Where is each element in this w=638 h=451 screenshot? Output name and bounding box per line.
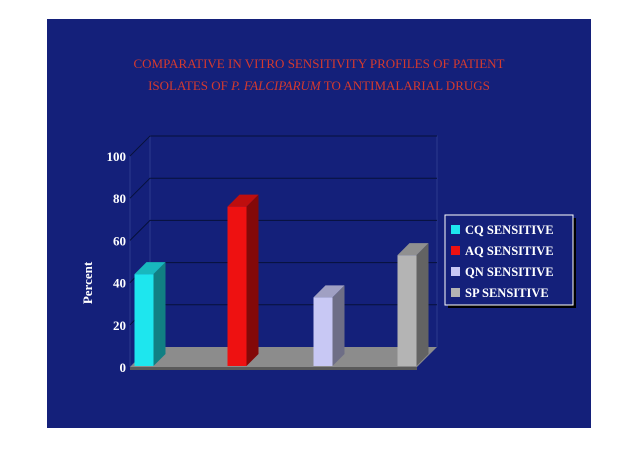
bar-sp [397,243,429,366]
legend-label: CQ SENSITIVE [465,223,554,237]
chart-title-line2: ISOLATES OF P. FALCIPARUM TO ANTIMALARIA… [148,78,490,93]
chart-floor [130,347,437,370]
y-tick-label: 20 [113,318,126,333]
gridlines [129,135,437,326]
legend-swatch [451,267,460,276]
legend-swatch [451,225,460,234]
chart-title-line1: COMPARATIVE IN VITRO SENSITIVITY PROFILE… [133,56,504,71]
floor-top [130,347,437,367]
legend: CQ SENSITIVE AQ SENSITIVE QN SENSITIVE SP S… [444,214,576,308]
slide-background: COMPARATIVE IN VITRO SENSITIVITY PROFILE… [47,19,591,428]
bar-front [313,297,333,366]
y-tick-label: 0 [120,360,127,375]
gridline [129,262,437,283]
bar-side [416,243,429,366]
y-tick-label: 60 [113,233,126,248]
bar-front [134,274,154,366]
bar-side [246,194,259,366]
bar-top [313,285,345,298]
legend-label: SP SENSITIVE [465,286,549,300]
y-axis-ticks: 0 20 40 60 80 100 [107,149,127,375]
y-tick-label: 80 [113,191,126,206]
bar-top [397,243,429,256]
back-wall [150,135,438,347]
plot-walls [129,134,438,368]
bar-chart: COMPARATIVE IN VITRO SENSITIVITY PROFILE… [80,56,576,375]
gridline [129,177,437,199]
legend-swatch [451,288,460,297]
bar-qn [313,285,345,366]
bar-front [397,255,417,366]
bar-top [227,194,259,207]
legend-label: QN SENSITIVE [465,265,554,279]
y-axis-title: Percent [80,261,95,304]
bar-side [332,285,345,366]
bar-top [134,262,166,275]
gridline [129,135,437,157]
bars [134,194,429,366]
gridline [129,219,437,241]
bar-side [153,262,166,366]
bar-aq [227,194,259,366]
bar-cq [134,262,166,366]
legend-box [444,214,574,306]
bar-front [227,206,247,366]
legend-swatch [451,246,460,255]
y-tick-label: 100 [107,149,127,164]
gridline [129,304,437,326]
legend-label: AQ SENSITIVE [465,244,554,258]
y-tick-label: 40 [113,276,126,291]
floor-edge [130,367,417,370]
